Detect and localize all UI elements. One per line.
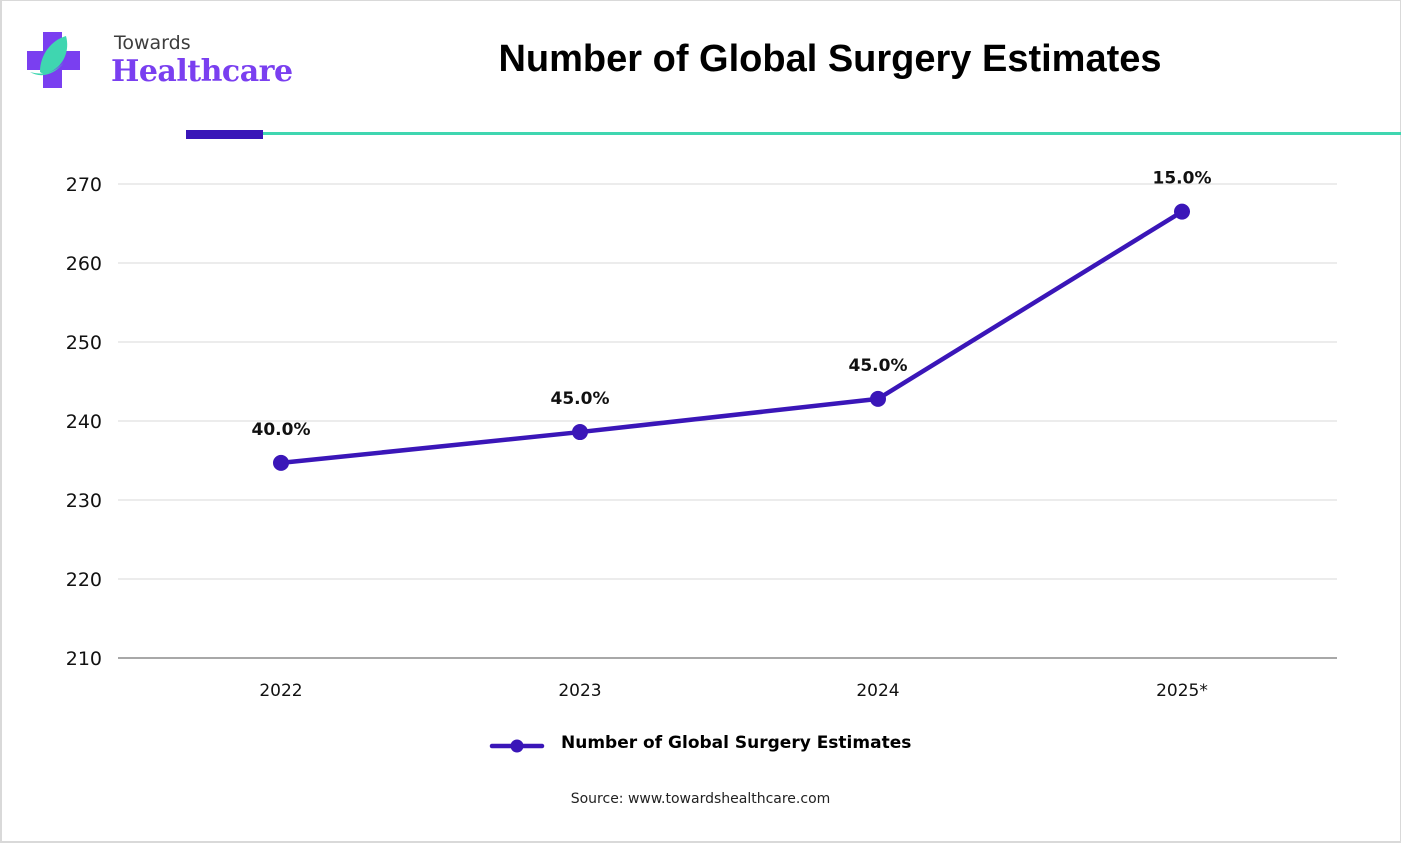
data-point — [870, 390, 886, 407]
data-labels: 40.0% 45.0% 45.0% 15.0% — [252, 169, 1212, 440]
data-label: 45.0% — [551, 389, 610, 409]
series-line — [278, 209, 1185, 466]
data-label: 45.0% — [849, 356, 908, 376]
data-label: 40.0% — [252, 420, 311, 440]
legend-label: Number of Global Surgery Estimates — [561, 733, 912, 753]
brand-logo: Towards Healthcare — [26, 30, 293, 100]
title-accent-bar — [186, 130, 263, 139]
gridlines — [118, 183, 1337, 659]
data-point — [273, 454, 289, 471]
x-tick-label: 2023 — [558, 681, 601, 701]
y-tick-label: 230 — [66, 490, 102, 512]
brand-name-top: Towards — [114, 32, 191, 54]
x-axis-ticks: 2022 2023 2024 2025* — [259, 681, 1208, 701]
y-tick-label: 220 — [66, 569, 102, 591]
y-tick-label: 210 — [66, 648, 102, 670]
y-tick-label: 270 — [66, 174, 102, 196]
legend-marker — [489, 739, 545, 753]
series-layer — [273, 203, 1190, 471]
x-tick-label: 2025* — [1156, 681, 1208, 701]
source-text: Source: www.towardshealthcare.com — [570, 791, 831, 807]
data-label: 15.0% — [1153, 169, 1212, 189]
brand-name-bottom: Healthcare — [111, 54, 293, 89]
x-tick-label: 2022 — [259, 681, 302, 701]
y-tick-label: 240 — [66, 411, 102, 433]
chart-title: Number of Global Surgery Estimates — [498, 38, 1162, 80]
y-tick-label: 260 — [66, 253, 102, 275]
legend-dot — [510, 739, 524, 753]
x-tick-label: 2024 — [856, 681, 899, 701]
title-underline — [263, 132, 1401, 135]
data-point — [1174, 203, 1190, 220]
y-axis-ticks: 210 220 230 240 250 260 270 — [66, 174, 102, 670]
data-point — [572, 424, 588, 441]
y-tick-label: 250 — [66, 332, 102, 354]
medical-cross-leaf-icon — [27, 32, 80, 88]
